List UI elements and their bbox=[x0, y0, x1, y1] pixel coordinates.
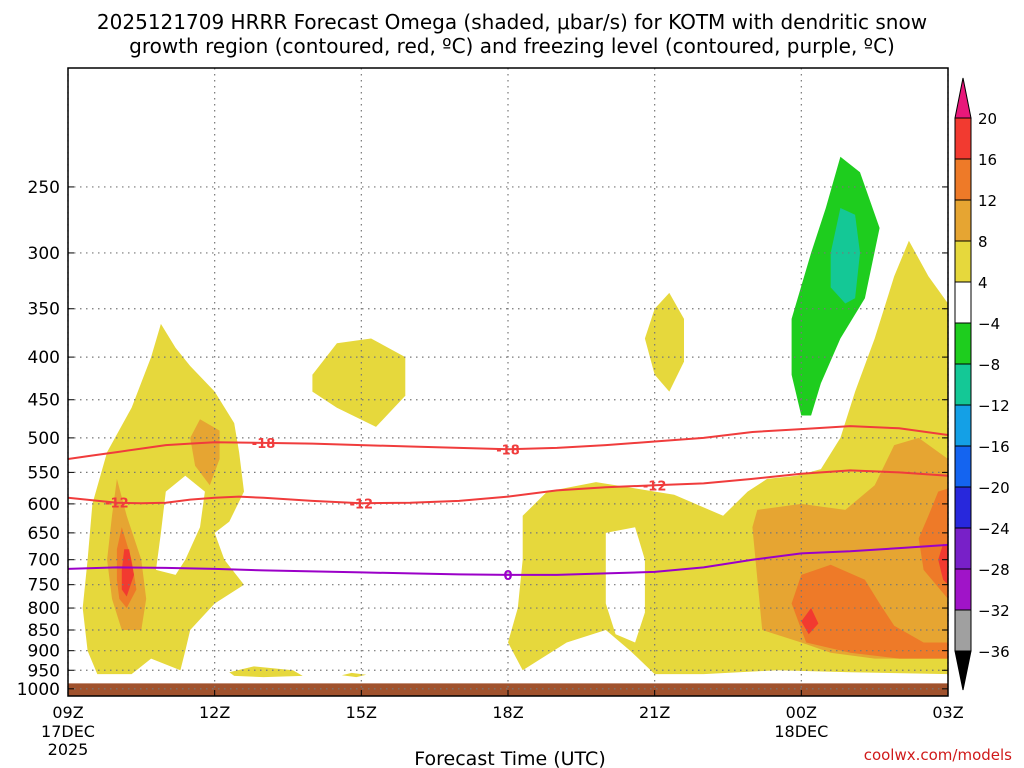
colorbar-bottom-arrow bbox=[954, 650, 972, 691]
colorbar-top-arrow bbox=[954, 77, 972, 119]
contour-line-2 bbox=[68, 543, 948, 576]
colorbar-swatch-12 bbox=[954, 609, 972, 652]
y-tick-label-300: 300 bbox=[28, 244, 60, 264]
omega-region-13 bbox=[918, 488, 948, 599]
contour-label-0-0: -18 bbox=[252, 437, 276, 452]
omega-region-3 bbox=[644, 292, 684, 392]
colorbar-swatch-3 bbox=[954, 240, 972, 283]
y-axis: 2503003504004505005506006507007508008509… bbox=[17, 178, 948, 700]
colorbar-label-6: −8 bbox=[978, 356, 1000, 374]
y-tick-label-950: 950 bbox=[28, 661, 60, 681]
colorbar-swatch-7 bbox=[954, 404, 972, 447]
colorbar: 20 16 12 8 4 −4 −8 −12 −16 −20 −24 −28 −32 −36 bbox=[954, 77, 1010, 691]
omega-region-19 bbox=[68, 683, 948, 696]
contour-label-2-0: 0 bbox=[503, 569, 512, 584]
colorbar-label-5: −4 bbox=[978, 315, 1000, 333]
colorbar-swatch-9 bbox=[954, 486, 972, 529]
contour-label-1-1: -12 bbox=[350, 497, 374, 512]
y-tick-label-1000: 1000 bbox=[17, 680, 60, 700]
chart-title-line1: 2025121709 HRRR Forecast Omega (shaded, … bbox=[97, 10, 927, 34]
omega-region-7 bbox=[605, 527, 645, 643]
omega-region-18 bbox=[830, 208, 860, 304]
colorbar-swatch-2 bbox=[954, 199, 972, 242]
omega-region-12 bbox=[791, 564, 948, 659]
y-tick-label-450: 450 bbox=[28, 391, 60, 411]
credit-text: coolwx.com/models bbox=[864, 746, 1012, 764]
y-tick-label-600: 600 bbox=[28, 495, 60, 515]
y-tick-label-350: 350 bbox=[28, 300, 60, 320]
omega-region-16 bbox=[938, 543, 948, 585]
colorbar-label-4: 4 bbox=[978, 274, 988, 292]
y-tick-label-400: 400 bbox=[28, 348, 60, 368]
y-tick-label-250: 250 bbox=[28, 178, 60, 198]
omega-region-5 bbox=[341, 672, 367, 678]
temperature-contours: -18 -18 -12 -12 -12 0 bbox=[68, 425, 948, 584]
contour-label-1-0: -12 bbox=[105, 497, 129, 512]
colorbar-label-12: −32 bbox=[978, 602, 1010, 620]
colorbar-label-10: −24 bbox=[978, 520, 1010, 538]
colorbar-label-0: 20 bbox=[978, 110, 997, 128]
colorbar-swatch-11 bbox=[954, 568, 972, 611]
y-tick-label-700: 700 bbox=[28, 551, 60, 571]
omega-region-9 bbox=[190, 419, 220, 486]
contour-line-1 bbox=[68, 469, 948, 505]
omega-region-4 bbox=[229, 666, 303, 678]
x-tick-label-18Z: 18Z bbox=[492, 703, 523, 722]
y-tick-label-850: 850 bbox=[28, 621, 60, 641]
x-tick-label-21Z: 21Z bbox=[639, 703, 670, 722]
y-tick-label-650: 650 bbox=[28, 524, 60, 544]
y-tick-label-900: 900 bbox=[28, 642, 60, 662]
x-tick-label-03Z: 03Z bbox=[932, 703, 963, 722]
omega-region-2 bbox=[312, 338, 406, 427]
x-axis-label: Forecast Time (UTC) bbox=[414, 748, 605, 768]
colorbar-label-2: 12 bbox=[978, 192, 997, 210]
contour-label-0-1: -18 bbox=[496, 443, 520, 458]
contour-label-1-2: -12 bbox=[643, 479, 667, 494]
x-tick-label-00Z: 00Z bbox=[786, 703, 817, 722]
colorbar-swatch-10 bbox=[954, 527, 972, 570]
x-tick-sublabel-2025: 2025 bbox=[48, 740, 89, 759]
colorbar-swatch-8 bbox=[954, 445, 972, 488]
y-tick-label-550: 550 bbox=[28, 463, 60, 483]
y-tick-label-500: 500 bbox=[28, 429, 60, 449]
colorbar-label-13: −36 bbox=[978, 643, 1010, 661]
y-tick-label-750: 750 bbox=[28, 576, 60, 596]
x-tick-label-09Z: 09Z bbox=[52, 703, 83, 722]
colorbar-label-8: −16 bbox=[978, 438, 1010, 456]
x-tick-sublabel-18DEC: 18DEC bbox=[774, 722, 828, 741]
colorbar-swatch-1 bbox=[954, 158, 972, 201]
x-tick-label-12Z: 12Z bbox=[199, 703, 230, 722]
colorbar-swatch-4 bbox=[954, 281, 972, 324]
omega-region-14 bbox=[121, 549, 134, 597]
colorbar-label-7: −12 bbox=[978, 397, 1010, 415]
colorbar-swatch-6 bbox=[954, 363, 972, 406]
colorbar-label-1: 16 bbox=[978, 151, 997, 169]
chart-title-line2: growth region (contoured, red, ºC) and f… bbox=[129, 34, 895, 58]
colorbar-label-3: 8 bbox=[978, 233, 988, 251]
contour-line-0 bbox=[68, 425, 948, 460]
y-tick-label-800: 800 bbox=[28, 599, 60, 619]
colorbar-label-11: −28 bbox=[978, 561, 1010, 579]
x-tick-sublabel-17DEC: 17DEC bbox=[41, 722, 95, 741]
colorbar-label-9: −20 bbox=[978, 479, 1010, 497]
x-tick-label-15Z: 15Z bbox=[346, 703, 377, 722]
colorbar-swatch-0 bbox=[954, 117, 972, 160]
omega-shading bbox=[68, 156, 948, 696]
colorbar-swatch-5 bbox=[954, 322, 972, 365]
omega-region-6 bbox=[156, 475, 205, 575]
omega-region-15 bbox=[801, 608, 819, 635]
